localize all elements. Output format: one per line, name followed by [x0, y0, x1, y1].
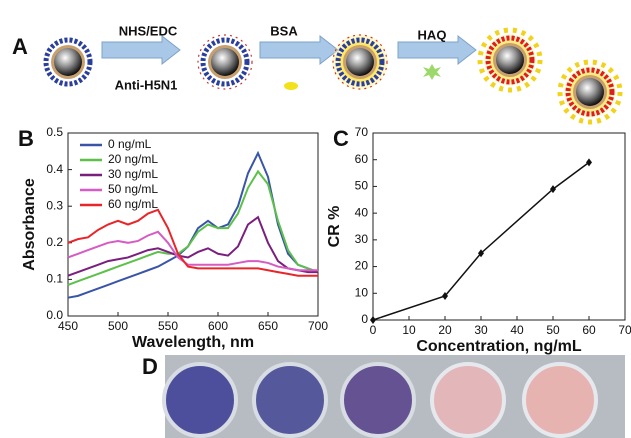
y-axis-title: Absorbance	[21, 178, 38, 271]
x-tick-label: 70	[618, 323, 631, 337]
step-label: HAQ	[418, 27, 447, 42]
x-tick-label: 550	[158, 319, 178, 333]
y-tick-label: 40	[355, 205, 369, 219]
data-point	[442, 291, 448, 300]
step-label: NHS/EDC	[119, 23, 178, 38]
x-axis-title: Concentration, ng/mL	[416, 338, 582, 355]
x-tick-label: 700	[308, 319, 328, 333]
panel-label: C	[333, 126, 349, 151]
y-tick-label: 0.2	[46, 235, 63, 249]
data-point	[478, 249, 484, 258]
x-tick-label: 60	[582, 323, 596, 337]
plot-frame	[372, 132, 626, 321]
legend-label: 20 ng/mL	[108, 152, 158, 166]
legend-label: 0 ng/mL	[108, 137, 152, 151]
y-tick-label: 70	[355, 125, 369, 139]
x-tick-label: 10	[402, 323, 416, 337]
plot-frame	[67, 132, 319, 317]
data-line	[67, 169, 319, 286]
bsa-icon	[284, 82, 298, 90]
x-tick-label: 450	[58, 319, 78, 333]
data-line	[67, 208, 318, 277]
y-axis-title: CR %	[326, 206, 343, 248]
step-label: BSA	[270, 23, 298, 38]
nanoparticle	[198, 35, 252, 89]
x-tick-label: 600	[208, 319, 228, 333]
data-line	[67, 230, 318, 272]
nanoparticle	[480, 30, 540, 90]
legend-label: 60 ng/mL	[108, 197, 158, 211]
arrow	[101, 35, 181, 65]
haq-icon	[423, 64, 441, 80]
y-tick-label: 0	[361, 312, 368, 326]
data-point	[586, 158, 592, 167]
x-tick-label: 0	[370, 323, 377, 337]
well	[252, 362, 328, 438]
well	[430, 362, 506, 438]
data-point	[370, 316, 376, 324]
x-tick-label: 30	[474, 323, 488, 337]
well	[162, 362, 238, 438]
arrow	[259, 35, 339, 65]
x-tick-label: 50	[546, 323, 560, 337]
y-tick-label: 0.0	[46, 308, 63, 322]
scheme: A NHS/EDC Anti-H5N1 BSA HAQ	[12, 23, 620, 122]
x-tick-label: 20	[438, 323, 452, 337]
data-point	[550, 185, 556, 194]
y-tick-label: 50	[355, 179, 369, 193]
nanoparticle	[46, 40, 90, 84]
legend-label: 30 ng/mL	[108, 167, 158, 181]
photo: D	[142, 354, 625, 438]
well	[340, 362, 416, 438]
panel-label: D	[142, 354, 158, 379]
panel-label: A	[12, 34, 28, 59]
y-tick-label: 30	[355, 232, 369, 246]
data-line	[372, 161, 590, 321]
data-line	[67, 215, 318, 277]
y-tick-label: 20	[355, 259, 369, 273]
legend-label: 50 ng/mL	[108, 182, 158, 196]
y-tick-label: 0.3	[46, 198, 63, 212]
x-tick-label: 500	[108, 319, 128, 333]
x-tick-label: 650	[258, 319, 278, 333]
y-tick-label: 0.5	[46, 125, 63, 139]
nanoparticle	[332, 34, 388, 90]
x-tick-label: 40	[510, 323, 524, 337]
y-tick-label: 0.4	[46, 162, 63, 176]
y-tick-label: 60	[355, 152, 369, 166]
y-tick-label: 10	[355, 285, 369, 299]
x-axis-title: Wavelength, nm	[132, 334, 254, 351]
nanoparticle	[560, 62, 620, 122]
step-sublabel: Anti-H5N1	[115, 77, 178, 92]
well	[522, 362, 598, 438]
panel-label: B	[18, 126, 34, 151]
y-tick-label: 0.1	[46, 272, 63, 286]
